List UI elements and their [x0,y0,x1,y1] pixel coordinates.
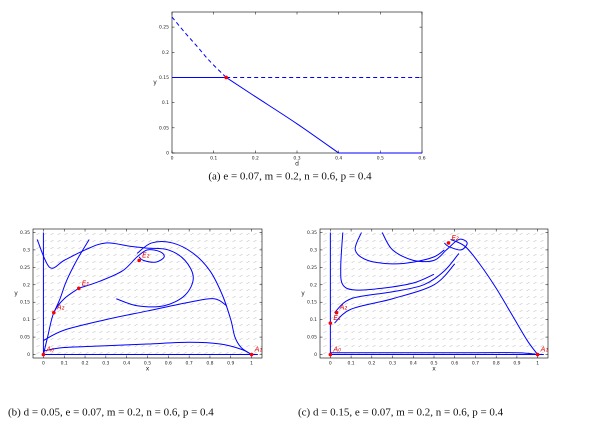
x-tick-label: 0.9 [227,361,234,367]
x-tick-label: 0.2 [368,361,375,367]
x-tick-label: 0.3 [102,361,109,367]
y-tick-label: 0.2 [23,282,30,288]
x-tick-label: 0 [42,361,45,367]
point-label: E₁ [333,314,340,322]
y-tick-label: 0.1 [23,317,30,323]
point-label: E₂ [452,234,459,242]
vector-field [320,229,548,358]
y-tick-label: 0.35 [20,230,30,236]
equilibrium-point [249,352,254,357]
equilibrium-point [137,258,141,263]
equilibrium-point [446,241,451,245]
trajectory [53,239,90,313]
x-tick-label: 0.7 [472,361,479,367]
x-tick-label: 0.1 [348,361,355,367]
x-tick-label: 1 [536,361,539,367]
trajectory [43,298,227,342]
point-label: A₁ [254,346,263,354]
y-tick-label: 0.05 [20,335,30,341]
x-tick-label: 0.5 [430,361,437,367]
caption: (a) e = 0.07, m = 0.2, n = 0.6, p = 0.4 [208,171,372,183]
trajectory [78,249,165,289]
caption: (b) d = 0.05, e = 0.07, m = 0.2, n = 0.6… [8,407,214,419]
point-label: A₂ [339,304,348,312]
trajectory [450,239,539,355]
x-tick-label: 0.4 [335,156,342,162]
point-label: A₀ [332,346,341,354]
y-tick-label: 0.1 [162,100,169,106]
x-tick-label: 0.1 [61,361,68,367]
y-axis-label: y [301,290,305,297]
x-tick-label: 0.4 [410,361,417,367]
trajectory [340,232,435,291]
trajectory [334,253,460,314]
y-tick-label: 0.25 [159,25,169,31]
trajectory [354,232,445,265]
x-tick-label: 0.7 [186,361,193,367]
equilibrium-point [52,310,56,315]
trajectory [334,263,456,324]
x-tick-label: 0.6 [451,361,458,367]
x-tick-label: 0.8 [493,361,500,367]
y-tick-label: 0.25 [20,265,30,271]
caption: (c) d = 0.15, e = 0.07, m = 0.2, n = 0.6… [298,407,504,419]
x-tick-label: 0.4 [123,361,130,367]
y-tick-label: 0 [166,151,169,157]
point-label: E₁ [82,279,89,287]
y-axis-label: y [14,290,18,297]
point-label: A₁ [540,346,549,354]
trajectory [225,77,339,154]
equilibrium-point [328,321,333,325]
x-tick-label: 0.9 [513,361,520,367]
point-label: E₂ [142,251,149,259]
y-tick-label: 0.05 [159,125,169,131]
y-tick-label: 0.2 [310,282,317,288]
x-axis-label: d [295,161,299,168]
y-tick-label: 0.25 [307,265,317,271]
x-axis-label: x [146,366,150,373]
plot-frame [171,11,423,154]
x-tick-label: 0.6 [418,156,425,162]
point-label: A₂ [56,304,65,312]
x-tick-label: 0.2 [81,361,88,367]
x-axis-label: x [432,366,436,373]
y-tick-label: 0.3 [310,247,317,253]
x-tick-label: 0.6 [165,361,172,367]
x-tick-label: 0.3 [389,361,396,367]
trajectory [330,352,538,356]
trajectory [381,232,468,263]
y-tick-label: 0.15 [20,300,30,306]
y-axis-label: y [153,79,157,86]
equilibrium-point [224,75,228,80]
equilibrium-point [328,352,333,357]
equilibrium-point [535,352,540,357]
y-tick-label: 0.15 [159,75,169,81]
y-tick-label: 0 [27,352,30,358]
equilibrium-point [77,286,81,291]
trajectory [43,341,252,355]
y-tick-label: 0.2 [162,50,169,56]
point-label: A₀ [45,346,54,354]
y-tick-label: 0.1 [310,317,317,323]
x-tick-label: 0 [171,156,174,162]
x-tick-label: 0.3 [293,156,300,162]
y-tick-label: 0.05 [307,335,317,341]
y-tick-label: 0.3 [23,247,30,253]
y-tick-label: 0 [314,352,317,358]
x-tick-label: 0.2 [252,156,259,162]
x-tick-label: 0.1 [210,156,217,162]
y-tick-label: 0.15 [307,300,317,306]
trajectory [136,241,252,355]
trajectory [36,239,194,308]
equilibrium-point [334,310,339,315]
x-tick-label: 1 [250,361,253,367]
equilibrium-point [41,352,46,357]
x-tick-label: 0.5 [144,361,151,367]
x-tick-label: 0.5 [377,156,384,162]
trajectory [171,16,227,78]
y-tick-label: 0.35 [307,230,317,236]
x-tick-label: 0.8 [206,361,213,367]
x-tick-label: 0 [329,361,332,367]
